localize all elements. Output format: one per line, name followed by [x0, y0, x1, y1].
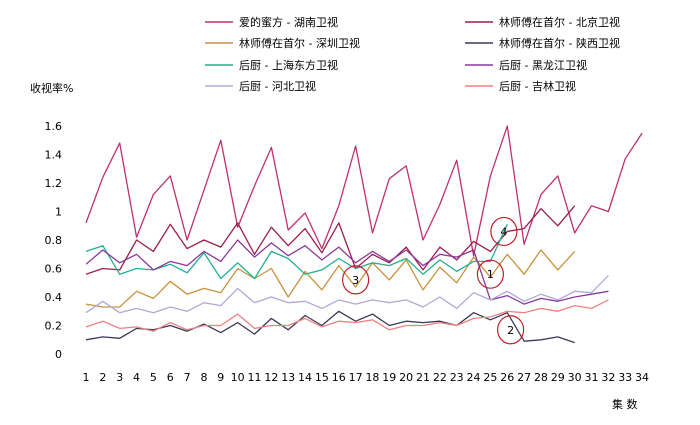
x-tick-label: 7 — [184, 371, 191, 384]
x-tick-label: 4 — [133, 371, 140, 384]
series-line-1 — [85, 125, 643, 257]
x-tick-label: 6 — [167, 371, 174, 384]
x-tick-label: 1 — [83, 371, 90, 384]
x-tick-label: 20 — [399, 371, 413, 384]
series-line-7 — [85, 275, 609, 314]
x-tick-label: 14 — [298, 371, 312, 384]
x-tick-label: 23 — [450, 371, 464, 384]
x-tick-label: 17 — [349, 371, 363, 384]
legend-label: 林师傅在首尔 - 陕西卫视 — [499, 36, 620, 50]
x-tick-label: 22 — [433, 371, 447, 384]
legend-label: 后厨 - 上海东方卫视 — [239, 58, 338, 72]
x-tick-label: 34 — [635, 371, 649, 384]
x-tick-label: 33 — [618, 371, 632, 384]
x-tick-label: 3 — [116, 371, 123, 384]
x-tick-label: 29 — [551, 371, 565, 384]
y-tick-label: 1 — [55, 206, 62, 219]
annotations: 1 2 3 4 — [342, 216, 525, 345]
x-tick-label: 27 — [517, 371, 531, 384]
x-axis-label: 集 数 — [612, 397, 638, 411]
x-tick-label: 15 — [315, 371, 329, 384]
x-tick-label: 32 — [601, 371, 615, 384]
annotation-label: 1 — [487, 268, 494, 281]
annotation-circle — [497, 315, 525, 345]
annotation-label: 2 — [507, 324, 514, 337]
x-tick-label: 16 — [332, 371, 346, 384]
x-tick-label: 9 — [217, 371, 224, 384]
annotation-label: 4 — [500, 225, 507, 238]
annotation-label: 3 — [352, 274, 359, 287]
series-line-2 — [85, 205, 576, 275]
legend-label: 后厨 - 河北卫视 — [239, 79, 316, 93]
y-tick-label: 0.4 — [45, 291, 63, 304]
x-tick-label: 21 — [416, 371, 430, 384]
annotation-circle — [342, 265, 370, 295]
legend-label: 后厨 - 黑龙江卫视 — [499, 58, 587, 72]
y-tick-label: 0.6 — [45, 263, 63, 276]
annotation-circle — [490, 216, 518, 247]
x-tick-label: 28 — [534, 371, 548, 384]
x-tick-label: 8 — [200, 371, 207, 384]
x-tick-label: 13 — [281, 371, 295, 384]
x-tick-label: 24 — [467, 371, 481, 384]
x-tick-label: 25 — [483, 371, 497, 384]
series-line-8 — [85, 299, 609, 332]
legend-label: 后厨 - 吉林卫视 — [499, 79, 576, 93]
x-tick-label: 31 — [585, 371, 599, 384]
y-tick-label: 1.4 — [45, 149, 63, 162]
y-tick-label: 0.2 — [45, 320, 63, 333]
x-tick-label: 2 — [99, 371, 106, 384]
x-tick-label: 5 — [150, 371, 157, 384]
y-axis-label: 收视率% — [30, 81, 73, 95]
x-tick-label: 18 — [365, 371, 379, 384]
x-tick-label: 11 — [248, 371, 262, 384]
series-line-3 — [85, 249, 576, 308]
y-tick-label: 1.2 — [45, 177, 63, 190]
axes: 00.20.40.60.811.21.41.61 2 3 4 5 6 7 8 9 10 11 12 13… — [45, 120, 650, 384]
legend-label: 林师傅在首尔 - 深圳卫视 — [239, 36, 360, 50]
y-tick-label: 0 — [55, 348, 62, 361]
x-tick-label: 19 — [382, 371, 396, 384]
legend-label: 爱的蜜方 - 湖南卫视 — [239, 15, 338, 29]
x-tick-label: 26 — [500, 371, 514, 384]
annotation-circle — [476, 259, 504, 289]
x-tick-label: 30 — [568, 371, 582, 384]
y-tick-label: 1.6 — [45, 120, 63, 133]
x-tick-label: 12 — [264, 371, 278, 384]
legend-label: 林师傅在首尔 - 北京卫视 — [499, 15, 620, 29]
series-lines — [85, 125, 643, 344]
series-line-4 — [85, 310, 575, 344]
y-tick-label: 0.8 — [45, 234, 63, 247]
x-tick-label: 10 — [231, 371, 245, 384]
series-line-6 — [85, 239, 609, 305]
